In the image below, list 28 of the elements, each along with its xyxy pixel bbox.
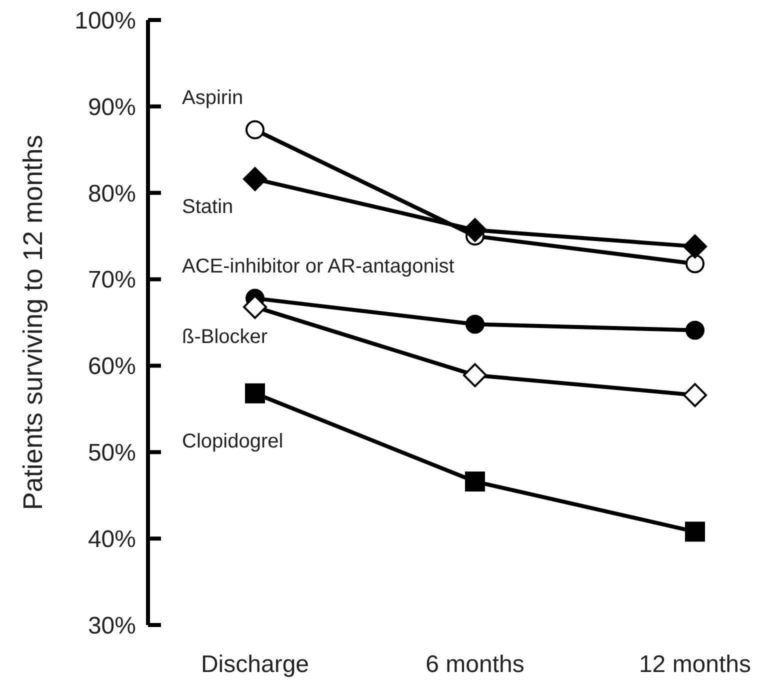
y-tick-label: 30%	[88, 612, 136, 640]
point	[686, 254, 704, 274]
point	[246, 120, 264, 140]
y-tick-label: 90%	[88, 94, 136, 121]
point	[686, 320, 704, 340]
x-tick-label: 6 months	[426, 651, 524, 678]
point	[245, 383, 265, 404]
point	[685, 522, 705, 542]
y-axis-title: Patients surviving to 12 months	[18, 134, 48, 510]
y-tick-label: 50%	[88, 440, 136, 467]
point	[683, 383, 707, 408]
y-tick-label: 80%	[88, 180, 136, 208]
point	[465, 472, 485, 492]
point	[243, 167, 267, 192]
y-tick-label: 100%	[74, 7, 136, 34]
y-tick-label: 70%	[88, 266, 136, 294]
y-tick-label: 40%	[88, 526, 136, 553]
series-label: Clopidogrel	[182, 430, 284, 452]
point	[466, 314, 484, 334]
series-label: ACE-inhibitor or AR-antagonist	[182, 255, 455, 278]
point	[463, 363, 487, 388]
x-tick-label: 12 months	[638, 651, 752, 678]
x-tick-label: Discharge	[200, 651, 310, 678]
point	[683, 234, 707, 258]
series-label: Aspirin	[182, 86, 244, 109]
series-label: ß-Blocker	[182, 326, 268, 348]
series-label: Statin	[182, 196, 234, 218]
y-tick-label: 60%	[88, 353, 136, 380]
